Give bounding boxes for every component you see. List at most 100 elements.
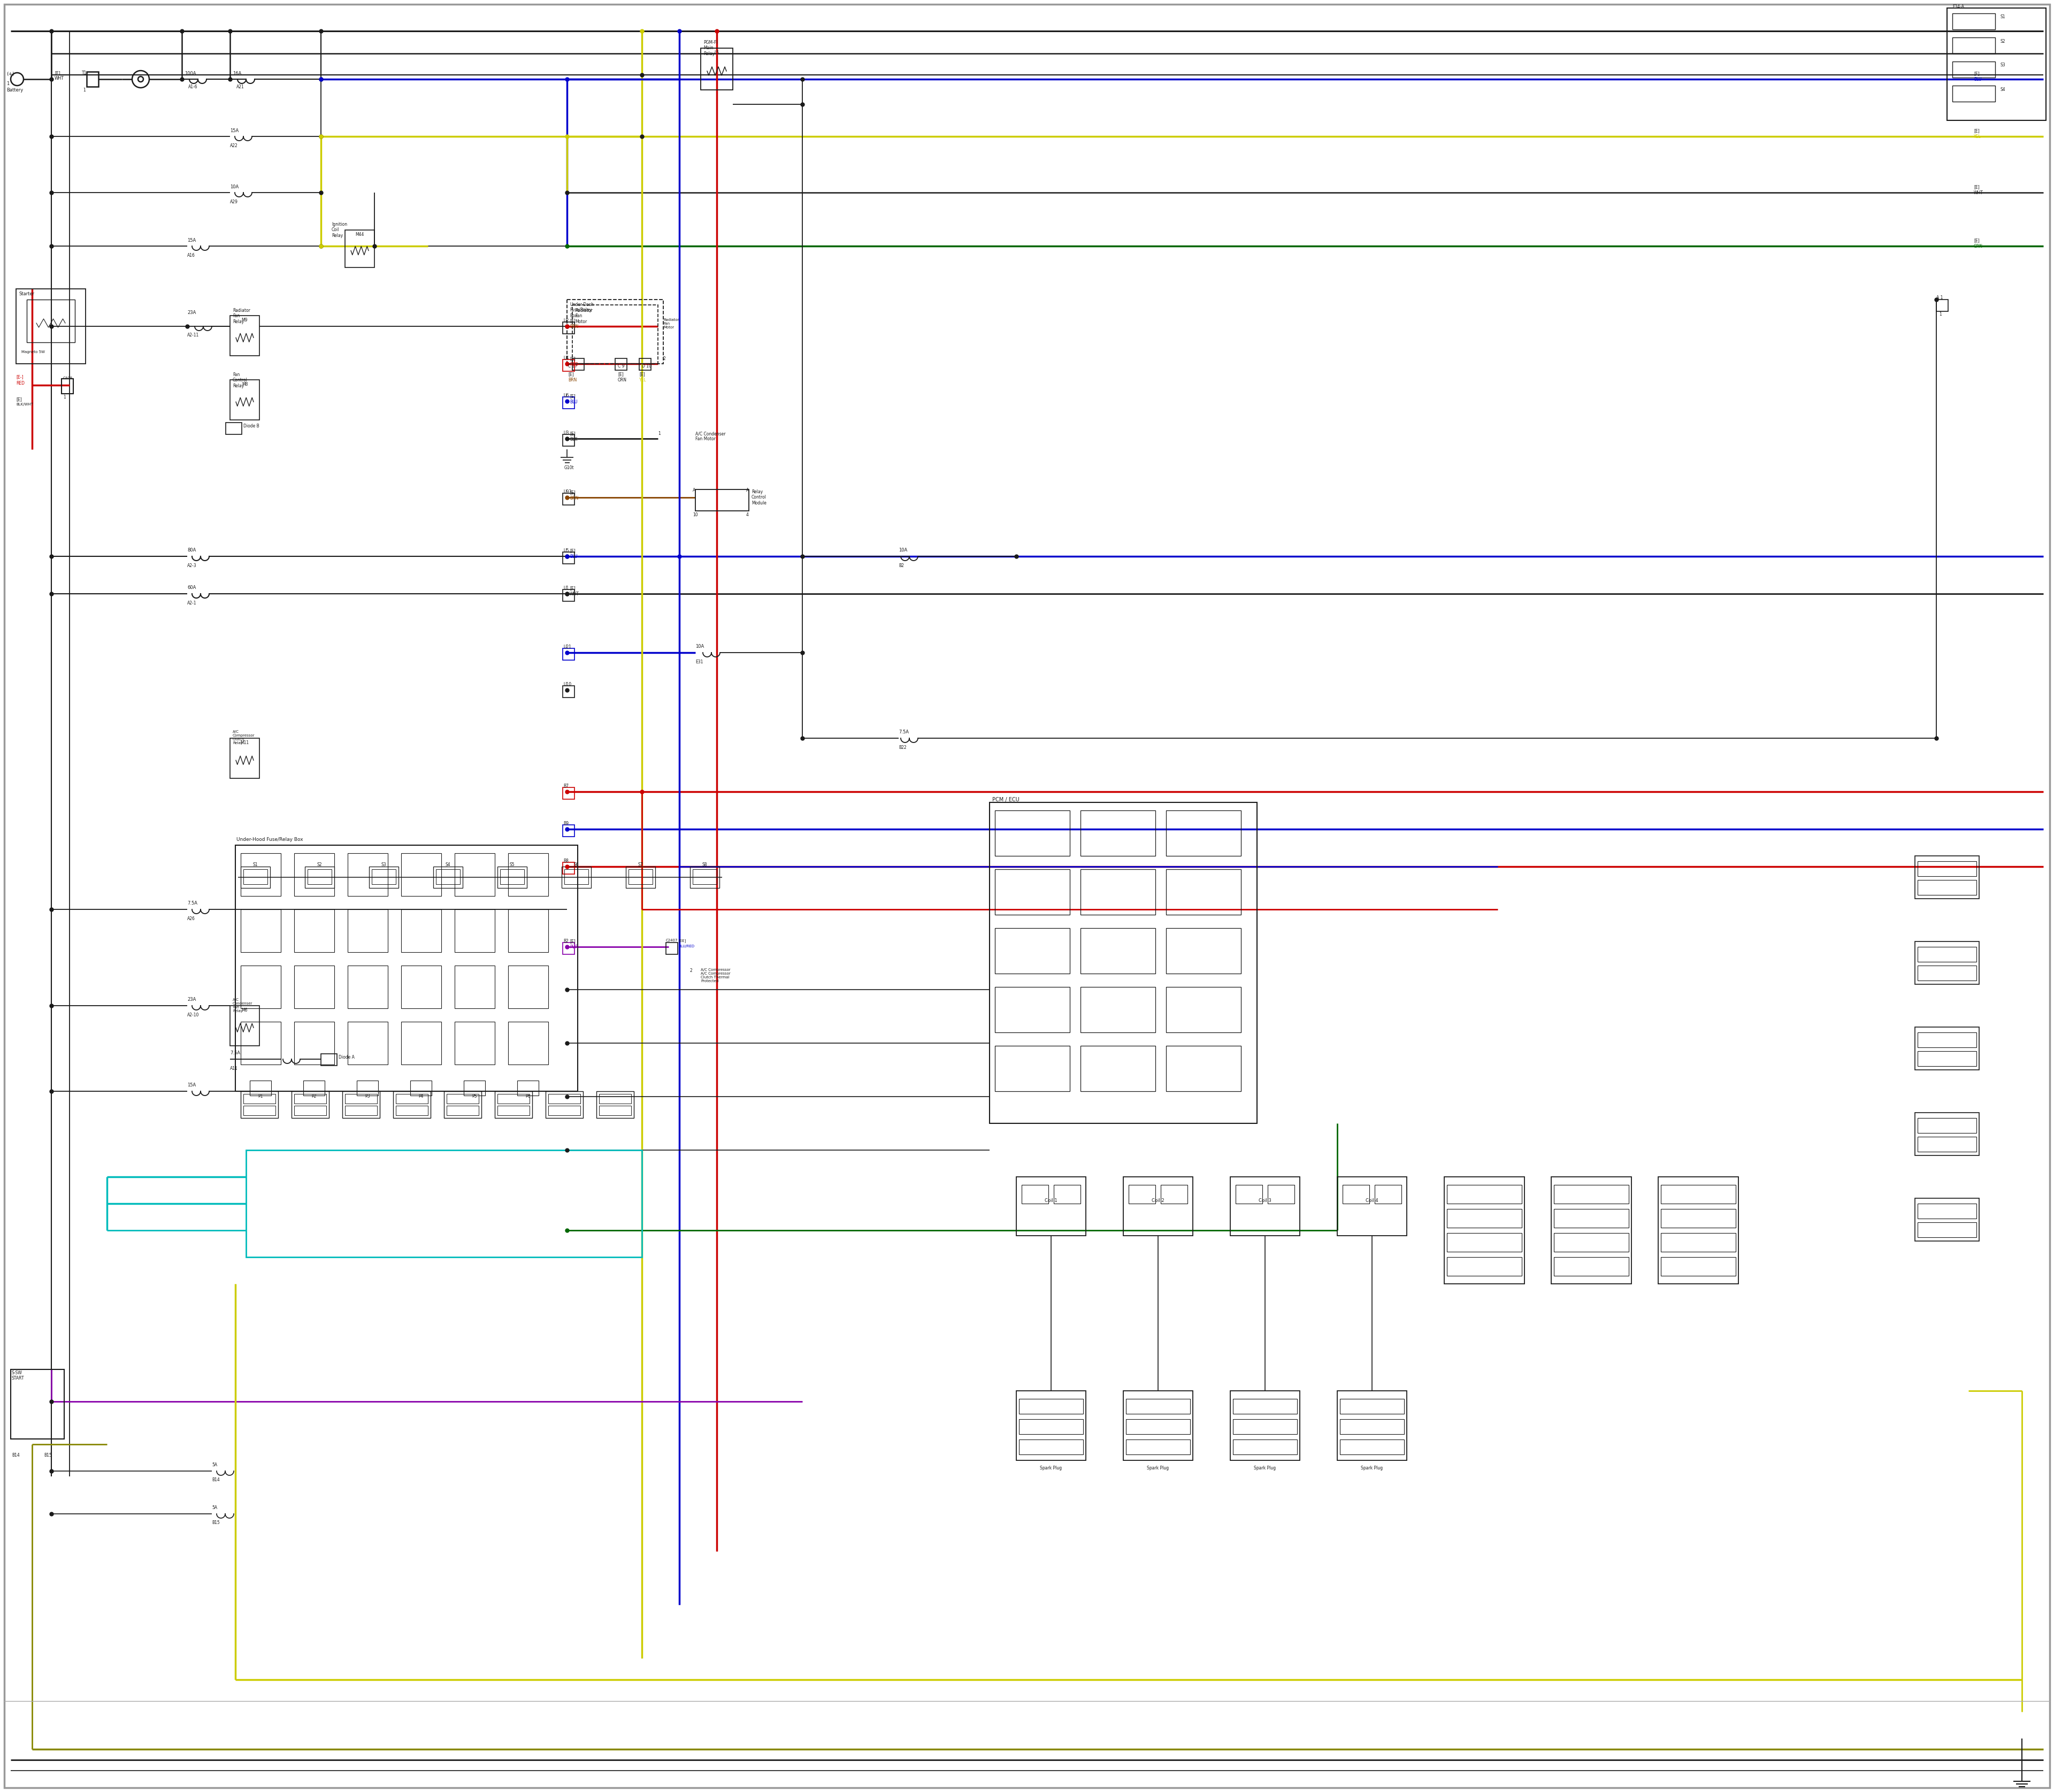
Text: P6: P6 xyxy=(526,1093,530,1098)
Text: U4: U4 xyxy=(563,357,569,360)
Bar xyxy=(242,1093,275,1104)
Bar xyxy=(347,853,388,896)
Bar xyxy=(454,966,495,1009)
Bar xyxy=(639,358,651,371)
Text: M8: M8 xyxy=(242,382,249,387)
Bar xyxy=(1918,1222,1976,1236)
Bar xyxy=(1017,1391,1087,1460)
Bar xyxy=(563,824,575,837)
Text: A29: A29 xyxy=(230,199,238,204)
Bar xyxy=(1339,1400,1405,1414)
Text: 100A: 100A xyxy=(185,72,195,75)
Text: P3: P3 xyxy=(366,1093,370,1098)
Bar xyxy=(226,423,242,434)
Text: Under-Dash
Fuse/Relay
Box: Under-Dash Fuse/Relay Box xyxy=(569,303,594,319)
Text: B14: B14 xyxy=(12,1453,21,1457)
Bar xyxy=(236,846,577,1091)
Bar xyxy=(1446,1233,1522,1253)
Text: C2407: C2407 xyxy=(665,939,678,943)
Text: B2: B2 xyxy=(563,939,569,944)
Text: [E]: [E] xyxy=(569,586,575,591)
Bar xyxy=(454,909,495,952)
Text: BLU: BLU xyxy=(569,400,577,405)
Bar xyxy=(626,867,655,889)
Bar xyxy=(294,853,335,896)
Text: E31: E31 xyxy=(696,659,702,665)
Text: 60A: 60A xyxy=(187,586,195,590)
Text: U93: U93 xyxy=(563,489,571,495)
Text: [E]: [E] xyxy=(569,432,575,435)
Bar xyxy=(1914,1027,1980,1070)
Bar xyxy=(292,1091,329,1118)
Bar xyxy=(446,1093,479,1104)
Bar xyxy=(600,1093,631,1104)
Bar xyxy=(304,1081,325,1095)
Text: Coil 2: Coil 2 xyxy=(1152,1199,1165,1202)
Bar xyxy=(1947,7,2046,120)
Text: Diode B: Diode B xyxy=(242,423,259,428)
Text: M44: M44 xyxy=(355,233,364,237)
Bar xyxy=(294,1093,327,1104)
Bar xyxy=(392,1091,431,1118)
Bar xyxy=(546,1091,583,1118)
Text: 16A: 16A xyxy=(232,72,242,75)
Bar xyxy=(563,552,575,564)
Bar xyxy=(401,966,442,1009)
Text: [E]: [E] xyxy=(1974,129,1980,133)
Bar xyxy=(497,867,528,889)
Text: 7.5A: 7.5A xyxy=(230,1050,240,1055)
Bar xyxy=(345,1106,378,1115)
Text: P4: P4 xyxy=(419,1093,423,1098)
Text: 10A: 10A xyxy=(696,643,705,649)
Text: S3: S3 xyxy=(380,862,386,867)
Text: 10A: 10A xyxy=(230,185,238,190)
Bar xyxy=(396,1093,427,1104)
Bar xyxy=(692,869,717,883)
Text: [E]: [E] xyxy=(569,394,575,398)
Bar xyxy=(563,493,575,505)
Bar xyxy=(1167,869,1241,914)
Bar xyxy=(563,862,575,874)
Bar xyxy=(1918,966,1976,980)
Text: Under-Hood Fuse/Relay Box: Under-Hood Fuse/Relay Box xyxy=(236,837,304,842)
Bar xyxy=(396,1106,427,1115)
Text: S1: S1 xyxy=(2001,14,2005,20)
Text: 7.5A: 7.5A xyxy=(900,729,908,735)
Bar xyxy=(242,1106,275,1115)
Bar xyxy=(240,1091,277,1118)
Text: [E]: [E] xyxy=(569,548,575,554)
Text: YEL: YEL xyxy=(639,378,647,382)
Text: WHT: WHT xyxy=(569,591,579,597)
Bar xyxy=(1080,928,1154,973)
Bar xyxy=(240,867,271,889)
Text: Spark Plug: Spark Plug xyxy=(1255,1466,1276,1471)
Bar xyxy=(1232,1400,1298,1414)
Bar xyxy=(411,1081,431,1095)
Text: [E]: [E] xyxy=(55,70,60,75)
Text: Battery: Battery xyxy=(6,88,23,93)
Text: RED: RED xyxy=(569,362,579,367)
Text: S-SW
START: S-SW START xyxy=(12,1371,25,1382)
Bar xyxy=(444,1091,481,1118)
Bar xyxy=(563,943,575,955)
Text: A22: A22 xyxy=(230,143,238,149)
Bar xyxy=(372,869,396,883)
Bar xyxy=(1953,86,1994,102)
Bar xyxy=(614,358,626,371)
Bar xyxy=(1446,1185,1522,1204)
Text: L5: L5 xyxy=(715,50,719,56)
Text: Coil 3: Coil 3 xyxy=(1259,1199,1271,1202)
Bar xyxy=(567,299,663,364)
Text: [E]: [E] xyxy=(16,396,23,401)
Text: A16: A16 xyxy=(187,253,195,258)
Text: GRN: GRN xyxy=(1974,244,1982,249)
Bar xyxy=(1126,1439,1189,1455)
Bar xyxy=(994,1047,1070,1091)
Text: [E]: [E] xyxy=(569,357,575,360)
Text: BLU/RED: BLU/RED xyxy=(678,944,694,948)
Bar xyxy=(347,909,388,952)
Text: Coil 1: Coil 1 xyxy=(1045,1199,1058,1202)
Bar xyxy=(435,869,460,883)
Bar xyxy=(347,966,388,1009)
Bar xyxy=(1551,1177,1631,1283)
